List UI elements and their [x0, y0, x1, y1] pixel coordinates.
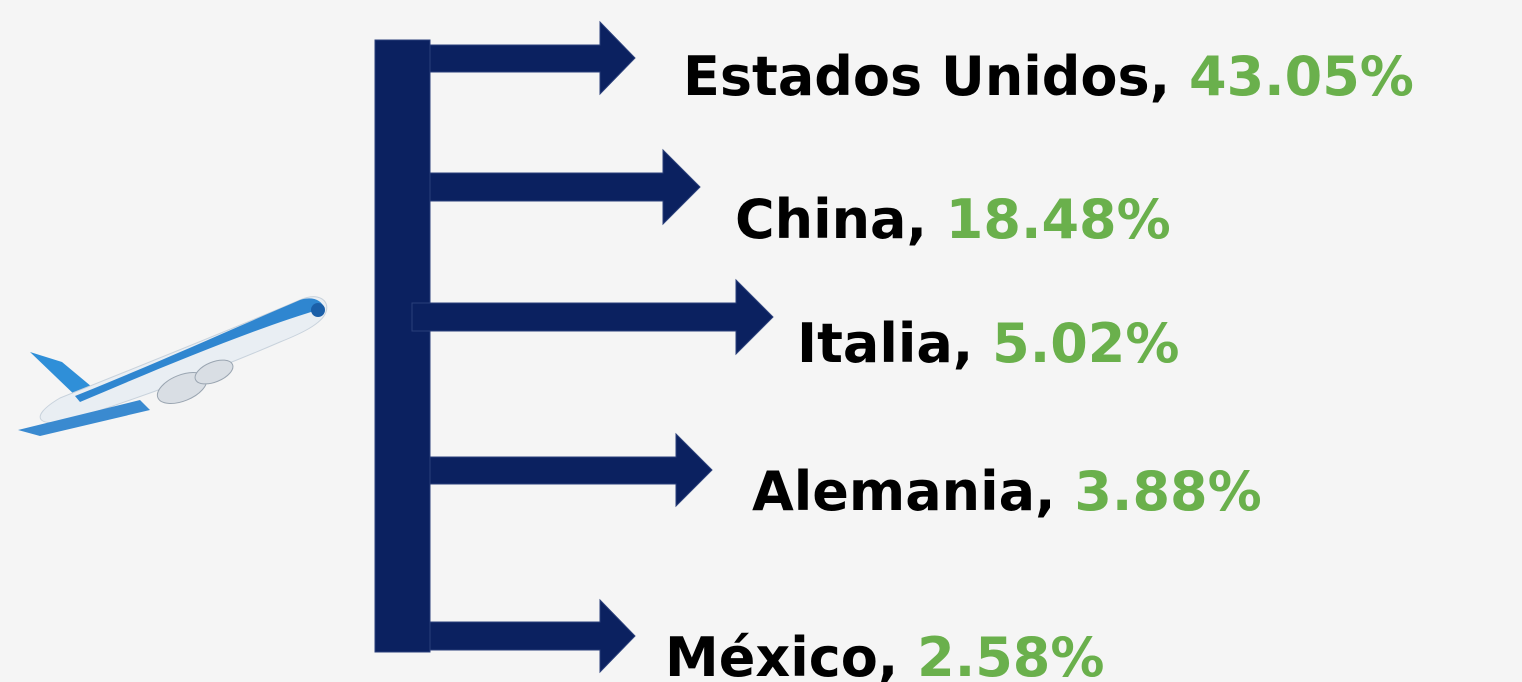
country: Alemania, [752, 460, 1056, 523]
item-label: Italia, 5.02% [797, 312, 1179, 375]
country: Estados Unidos, [683, 45, 1170, 108]
share: 3.88% [1074, 460, 1261, 523]
item-label: México, 2.58% [665, 626, 1104, 682]
share: 18.48% [946, 188, 1171, 251]
item-label: China, 18.48% [735, 188, 1171, 251]
country: China, [735, 188, 927, 251]
share: 43.05% [1189, 45, 1414, 108]
share: 2.58% [917, 626, 1104, 682]
diagram: Estados Unidos, 43.05% China, 18.48% Ita… [0, 0, 1522, 682]
share: 5.02% [992, 312, 1179, 375]
country: México, [665, 626, 898, 682]
item-label: Alemania, 3.88% [752, 460, 1262, 523]
item-label: Estados Unidos, 43.05% [683, 45, 1414, 108]
country: Italia, [797, 312, 973, 375]
trunk [375, 40, 430, 652]
